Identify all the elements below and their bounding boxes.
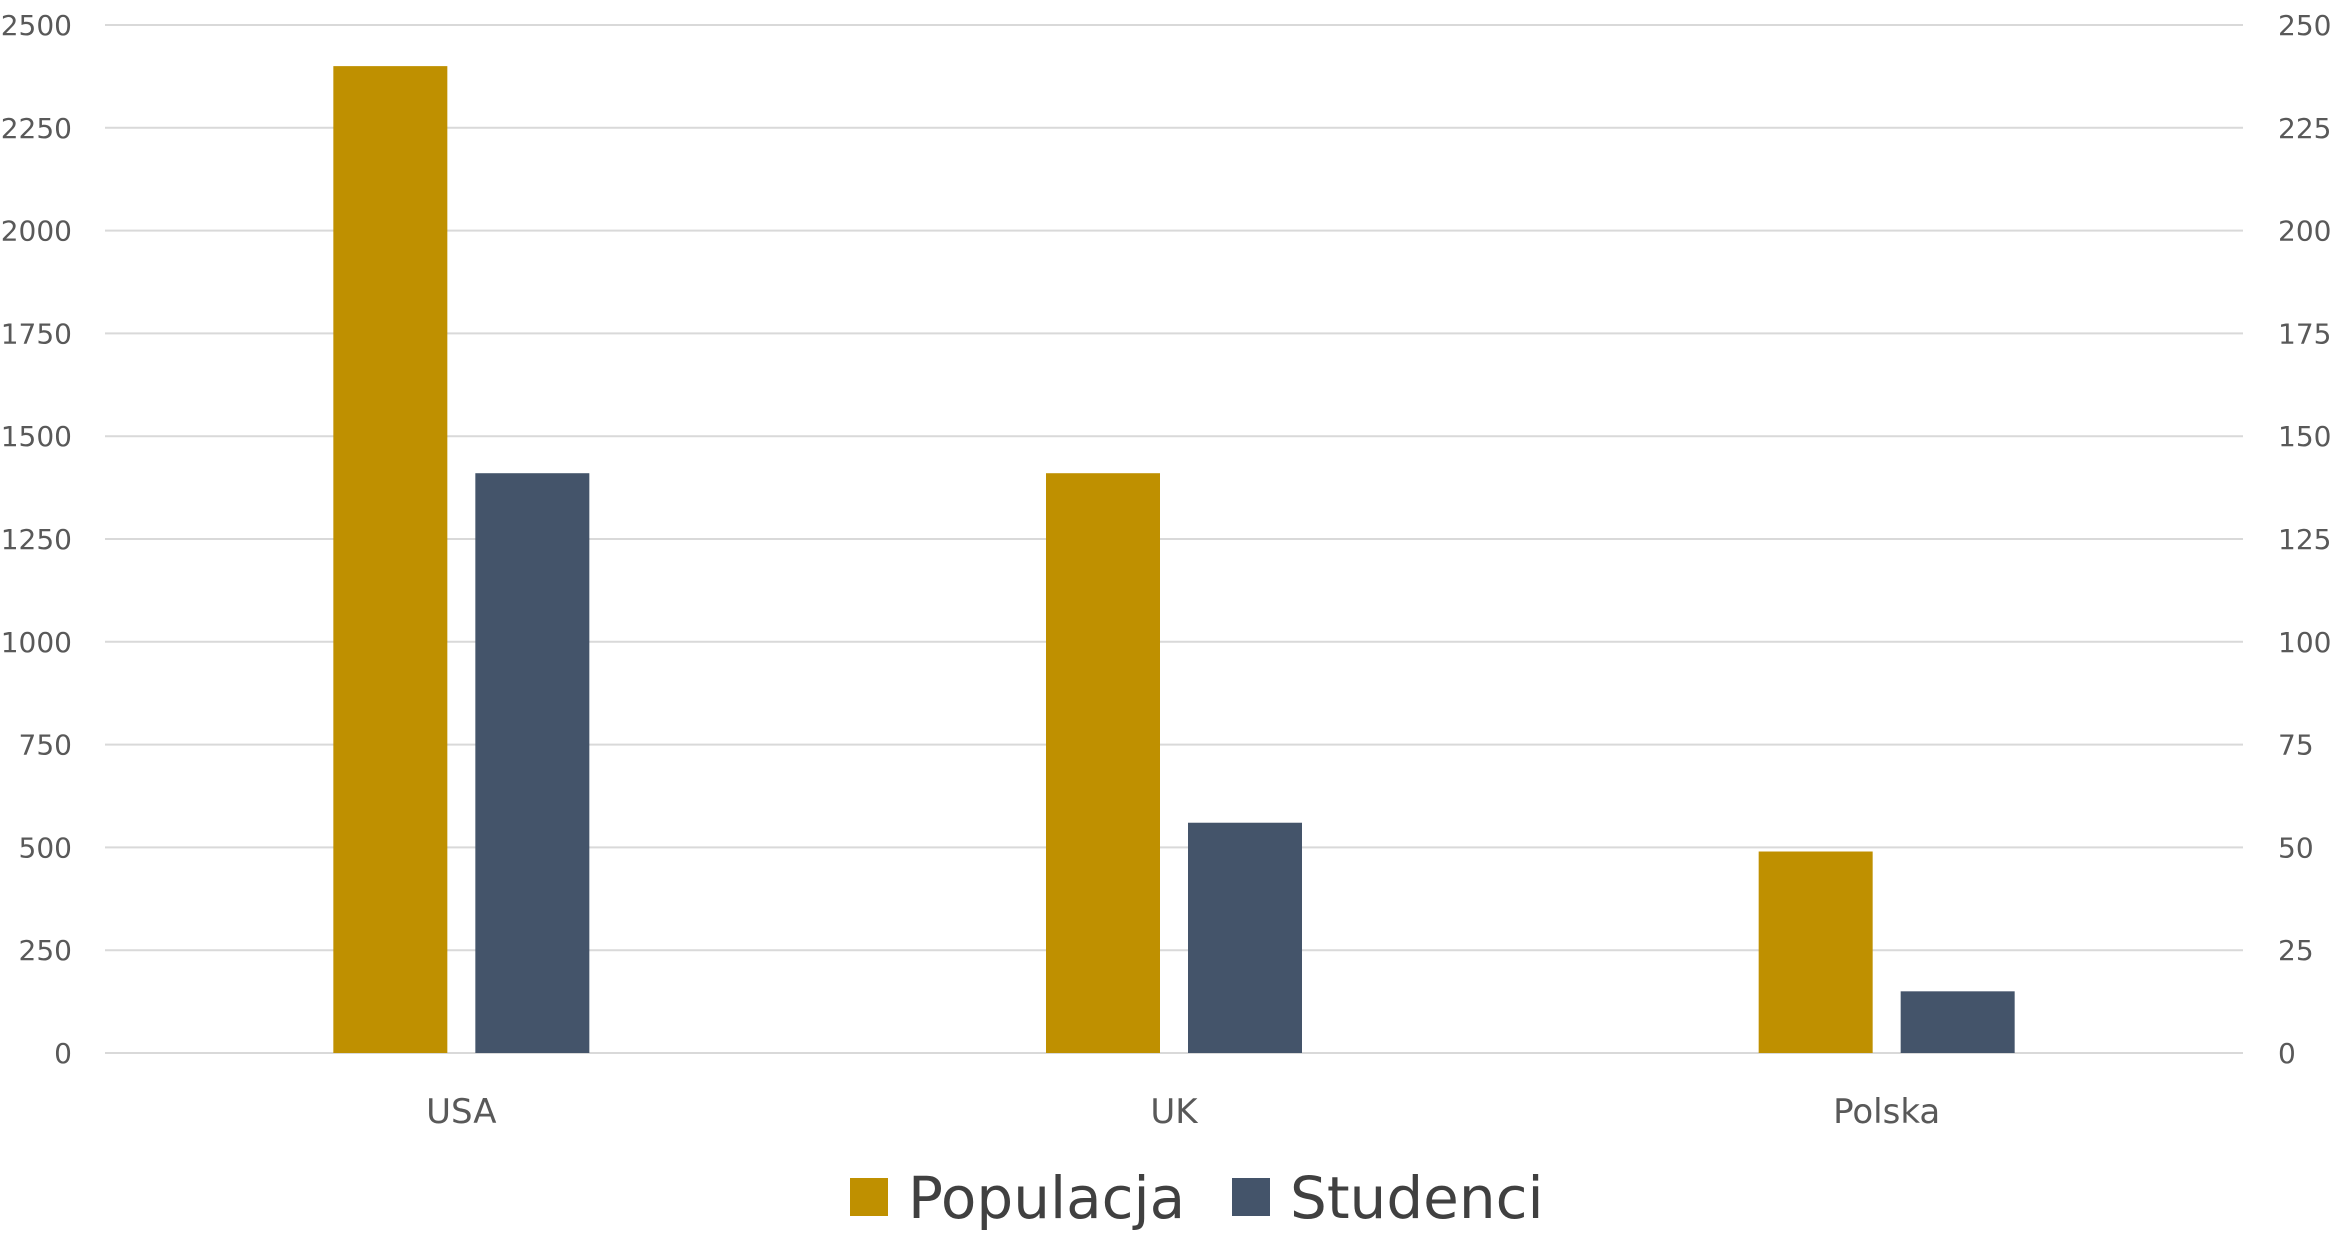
bars (333, 66, 2015, 1054)
right-axis: 0 25 50 75 100 125 150 175 200 225 250 (2278, 9, 2331, 1070)
bar (1188, 822, 1302, 1053)
legend-label: Populacja (908, 1164, 1185, 1232)
right-tick-label: 0 (2278, 1037, 2296, 1070)
category-label: UK (1150, 1092, 1199, 1132)
gridlines (105, 24, 2243, 1054)
left-tick-label: 500 (19, 831, 72, 864)
right-tick-label: 25 (2278, 934, 2314, 967)
left-tick-label: 1750 (1, 317, 72, 350)
left-tick-label: 2500 (1, 9, 72, 42)
right-tick-label: 75 (2278, 729, 2314, 762)
bar (1758, 851, 1873, 1053)
right-tick-label: 225 (2278, 112, 2331, 145)
legend-swatch (1232, 1178, 1270, 1216)
category-label: USA (426, 1092, 496, 1132)
left-tick-label: 1000 (1, 626, 72, 659)
right-tick-label: 250 (2278, 9, 2331, 42)
left-tick-label: 250 (19, 934, 72, 967)
category-label: Polska (1833, 1092, 1940, 1132)
legend-label: Studenci (1290, 1164, 1544, 1232)
legend-swatch (850, 1178, 888, 1216)
left-axis: 0 250 500 750 1000 1250 1500 1750 2000 2250 2500 (1, 9, 72, 1070)
left-tick-label: 1500 (1, 420, 72, 453)
bar (475, 473, 590, 1053)
left-tick-label: 0 (54, 1037, 72, 1070)
right-tick-label: 150 (2278, 420, 2331, 453)
bar (1900, 991, 2015, 1053)
left-tick-label: 2250 (1, 112, 72, 145)
right-tick-label: 50 (2278, 831, 2314, 864)
left-tick-label: 1250 (1, 523, 72, 556)
right-tick-label: 125 (2278, 523, 2331, 556)
bar (1046, 473, 1160, 1053)
left-tick-label: 750 (19, 729, 72, 762)
legend: Populacja Studenci (850, 1164, 1544, 1232)
category-axis: USA UK Polska (426, 1092, 1940, 1132)
left-tick-label: 2000 (1, 215, 72, 248)
right-tick-label: 200 (2278, 215, 2331, 248)
right-tick-label: 175 (2278, 317, 2331, 350)
right-tick-label: 100 (2278, 626, 2331, 659)
bar (333, 66, 448, 1054)
